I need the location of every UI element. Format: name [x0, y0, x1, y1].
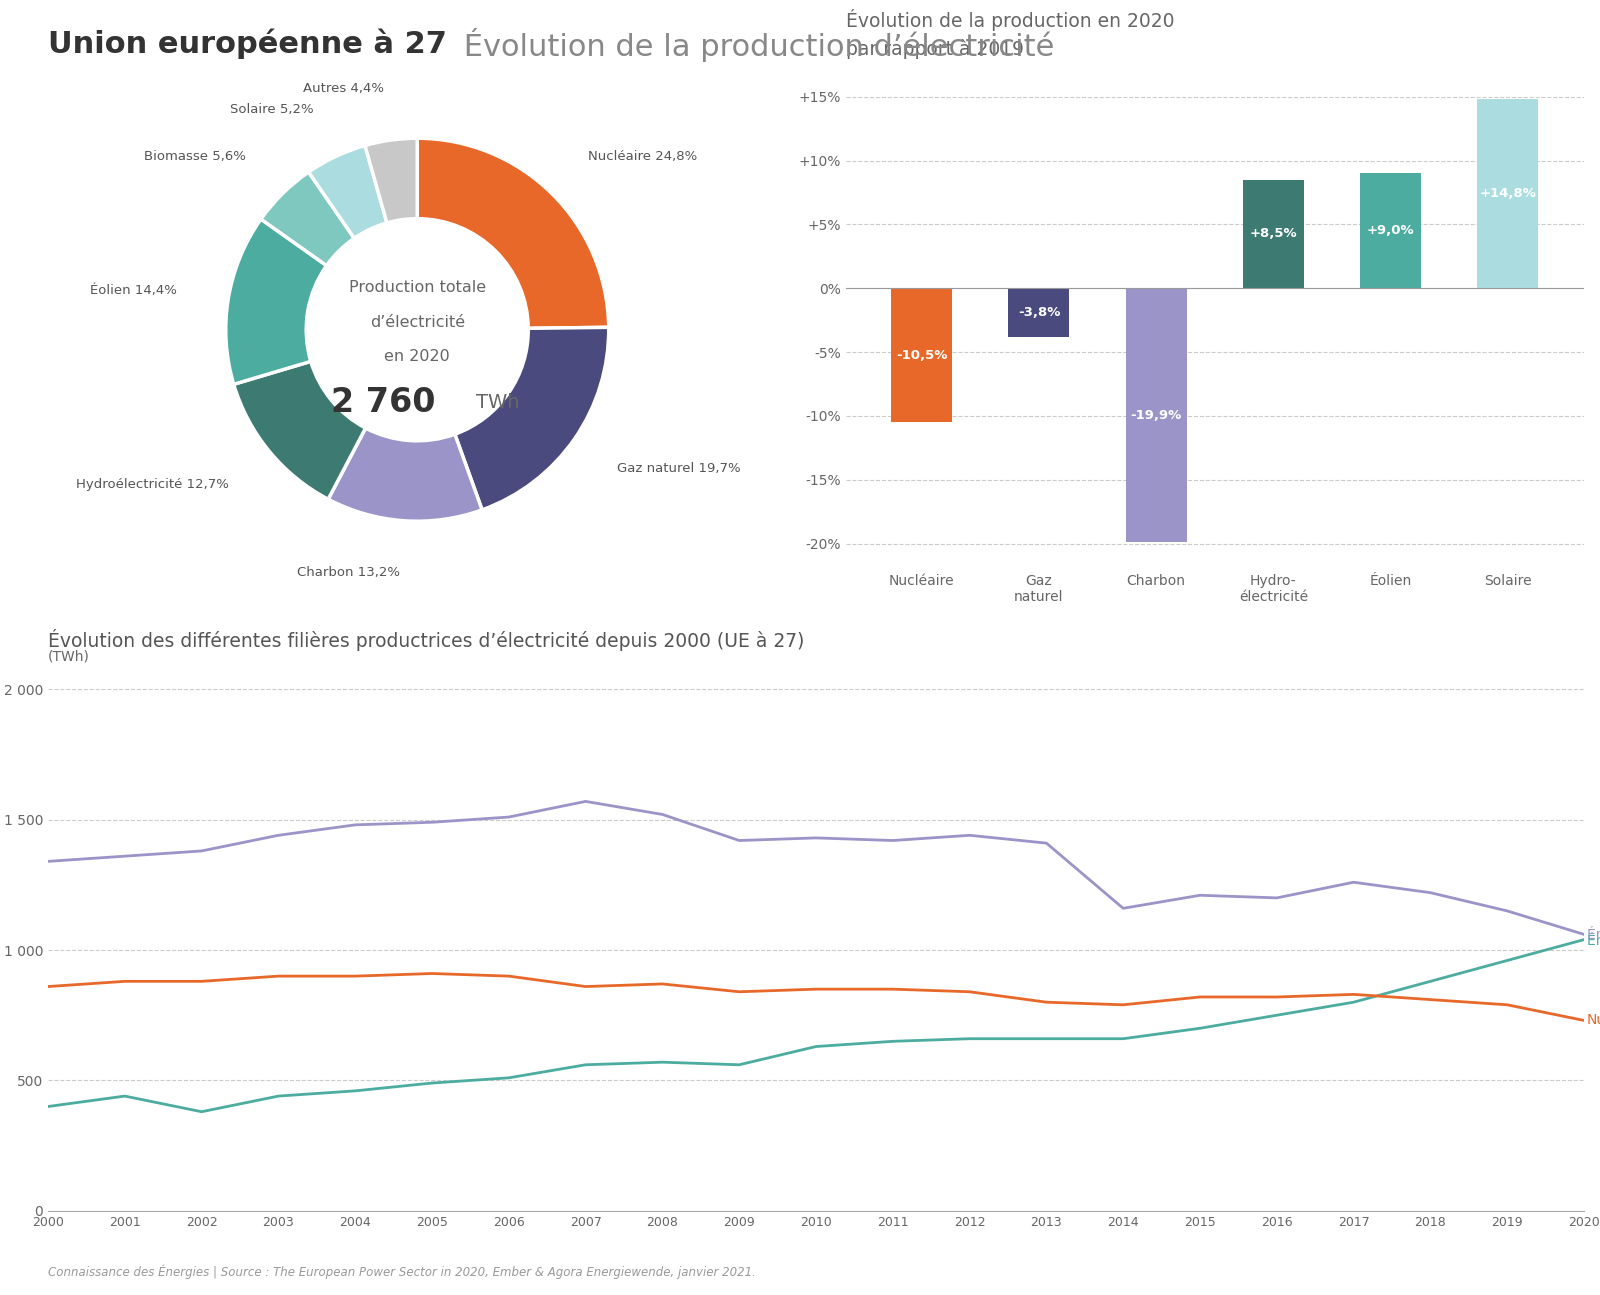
Text: Évolution de la production en 2020
par rapport à 2019: Évolution de la production en 2020 par r… — [845, 9, 1174, 58]
Text: TWh: TWh — [475, 392, 520, 412]
Bar — [1126, 289, 1187, 543]
Text: Nucléaire: Nucléaire — [1587, 1014, 1600, 1027]
Wedge shape — [261, 172, 354, 265]
Text: Évolution des différentes filières productrices d’électricité depuis 2000 (UE à : Évolution des différentes filières produ… — [48, 628, 805, 650]
Wedge shape — [454, 328, 608, 510]
Text: Nucléaire 24,8%: Nucléaire 24,8% — [589, 150, 698, 163]
Wedge shape — [328, 429, 482, 521]
Text: Charbon 13,2%: Charbon 13,2% — [298, 566, 400, 579]
Text: Biomasse 5,6%: Biomasse 5,6% — [144, 150, 246, 163]
Wedge shape — [226, 219, 326, 385]
Wedge shape — [418, 139, 608, 329]
Bar — [1243, 180, 1304, 289]
Text: en 2020: en 2020 — [384, 350, 450, 364]
Bar — [1477, 100, 1538, 289]
Text: Production totale: Production totale — [349, 280, 486, 295]
Bar — [1360, 174, 1421, 289]
Bar — [891, 289, 952, 422]
Text: (TWh): (TWh) — [48, 649, 90, 663]
Wedge shape — [234, 361, 365, 500]
Text: Hydroélectricité 12,7%: Hydroélectricité 12,7% — [77, 478, 229, 491]
Text: -10,5%: -10,5% — [896, 348, 947, 361]
Text: Autres 4,4%: Autres 4,4% — [302, 83, 384, 96]
Text: Gaz naturel 19,7%: Gaz naturel 19,7% — [618, 462, 741, 475]
Text: +14,8%: +14,8% — [1480, 188, 1536, 201]
Text: d’électricité: d’électricité — [370, 315, 464, 329]
Bar — [1008, 289, 1069, 337]
Text: Connaissance des Énergies | Source : The European Power Sector in 2020, Ember & : Connaissance des Énergies | Source : The… — [48, 1265, 755, 1279]
Text: Énergies renouvelables: Énergies renouvelables — [1587, 931, 1600, 948]
Wedge shape — [309, 145, 387, 238]
Text: Énergies fossiles: Énergies fossiles — [1587, 926, 1600, 943]
Text: Union européenne à 27: Union européenne à 27 — [48, 28, 446, 60]
Text: +8,5%: +8,5% — [1250, 228, 1298, 241]
Text: Éolien 14,4%: Éolien 14,4% — [91, 284, 178, 297]
Text: +9,0%: +9,0% — [1366, 224, 1414, 237]
Text: -3,8%: -3,8% — [1018, 306, 1061, 319]
Text: Solaire 5,2%: Solaire 5,2% — [230, 104, 314, 117]
Text: Évolution de la production d’électricité: Évolution de la production d’électricité — [454, 28, 1054, 62]
Wedge shape — [365, 139, 418, 223]
Text: 2 760: 2 760 — [331, 386, 435, 420]
Text: -19,9%: -19,9% — [1131, 409, 1182, 422]
